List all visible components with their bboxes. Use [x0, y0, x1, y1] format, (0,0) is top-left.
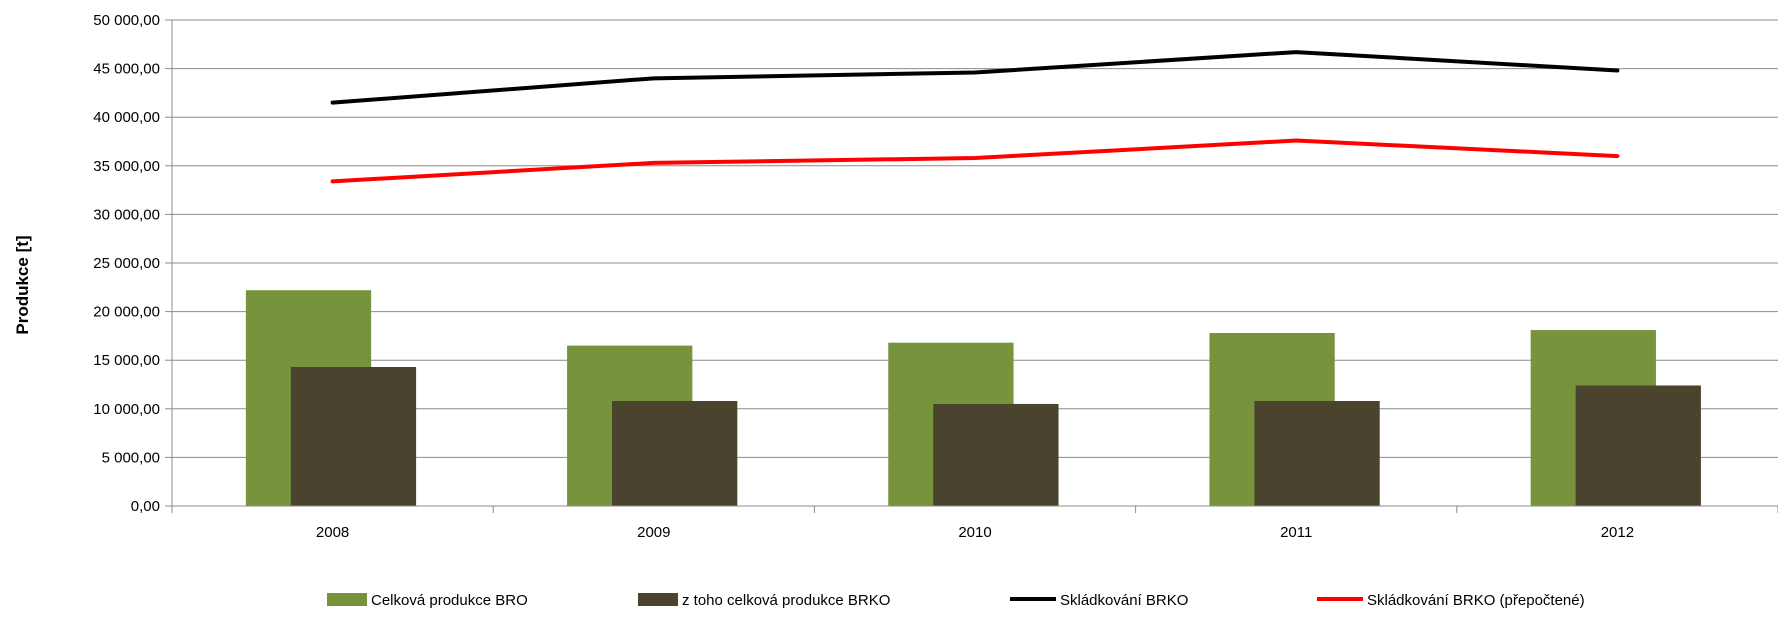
legend-label: Celková produkce BRO: [371, 592, 528, 609]
legend-label: z toho celková produkce BRKO: [682, 592, 890, 609]
y-tick-label: 5 000,00: [102, 449, 160, 466]
y-tick-labels: 0,00 5 000,00 10 000,00 15 000,00 20 000,00 2…: [93, 12, 160, 515]
axes: [165, 19, 1778, 513]
x-tick-label: 2011: [1280, 524, 1312, 541]
y-tick-label: 25 000,00: [93, 255, 160, 272]
bar: [933, 403, 1059, 506]
x-tick-label: 2008: [316, 524, 349, 541]
legend-swatch: [327, 593, 367, 606]
bar: [1575, 385, 1701, 506]
legend: Celková produkce BRO z toho celková produ…: [327, 592, 1585, 609]
y-tick-label: 15 000,00: [93, 352, 160, 369]
x-tick-label: 2012: [1601, 524, 1634, 541]
legend-label: Skládkování BRKO (přepočtené): [1367, 592, 1585, 609]
bar: [290, 367, 417, 506]
bars: [245, 290, 1701, 506]
series-lines: [330, 50, 1620, 184]
x-tick-label: 2009: [637, 524, 670, 541]
series-line: [330, 138, 1620, 184]
series-line: [330, 50, 1620, 105]
legend-swatch: [638, 593, 678, 606]
gridlines: [172, 19, 1778, 507]
bar: [1254, 401, 1380, 506]
y-tick-label: 50 000,00: [93, 12, 160, 29]
y-tick-label: 20 000,00: [93, 304, 160, 321]
x-tick-label: 2010: [958, 524, 991, 541]
y-tick-label: 40 000,00: [93, 109, 160, 126]
x-tick-labels: 2008 2009 2010 2011 2012: [316, 524, 1634, 541]
y-tick-label: 45 000,00: [93, 61, 160, 78]
y-tick-label: 35 000,00: [93, 158, 160, 175]
y-tick-label: 0,00: [131, 498, 160, 515]
y-tick-label: 10 000,00: [93, 401, 160, 418]
y-tick-label: 30 000,00: [93, 206, 160, 223]
bar: [612, 401, 738, 506]
legend-label: Skládkování BRKO: [1060, 592, 1188, 609]
y-axis-label: Produkce [t]: [13, 235, 32, 334]
